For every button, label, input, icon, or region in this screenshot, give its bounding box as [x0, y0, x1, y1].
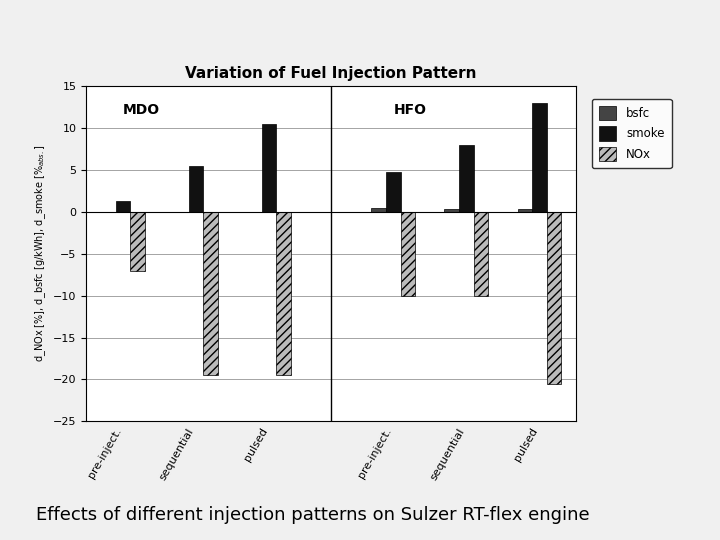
- Title: Variation of Fuel Injection Pattern: Variation of Fuel Injection Pattern: [186, 66, 477, 81]
- Bar: [546, 212, 562, 383]
- Bar: [372, 208, 386, 212]
- Bar: [518, 210, 532, 212]
- Bar: [262, 124, 276, 212]
- Bar: [400, 212, 415, 296]
- Bar: [116, 201, 130, 212]
- Bar: [130, 212, 145, 271]
- Bar: [474, 212, 488, 296]
- Bar: [386, 172, 400, 212]
- Bar: [203, 212, 218, 375]
- Bar: [189, 166, 203, 212]
- Text: MDO: MDO: [123, 103, 160, 117]
- Bar: [459, 145, 474, 212]
- Bar: [276, 212, 291, 375]
- Text: HFO: HFO: [393, 103, 426, 117]
- Y-axis label: d_NOx [%], d_bsfc [g/kWh], d_smoke [%$_{abs.}$]: d_NOx [%], d_bsfc [g/kWh], d_smoke [%$_{…: [33, 145, 48, 362]
- Legend: bsfc, smoke, NOx: bsfc, smoke, NOx: [592, 99, 672, 168]
- Text: Effects of different injection patterns on Sulzer RT-flex engine: Effects of different injection patterns …: [36, 506, 590, 524]
- Bar: [444, 210, 459, 212]
- Bar: [532, 103, 546, 212]
